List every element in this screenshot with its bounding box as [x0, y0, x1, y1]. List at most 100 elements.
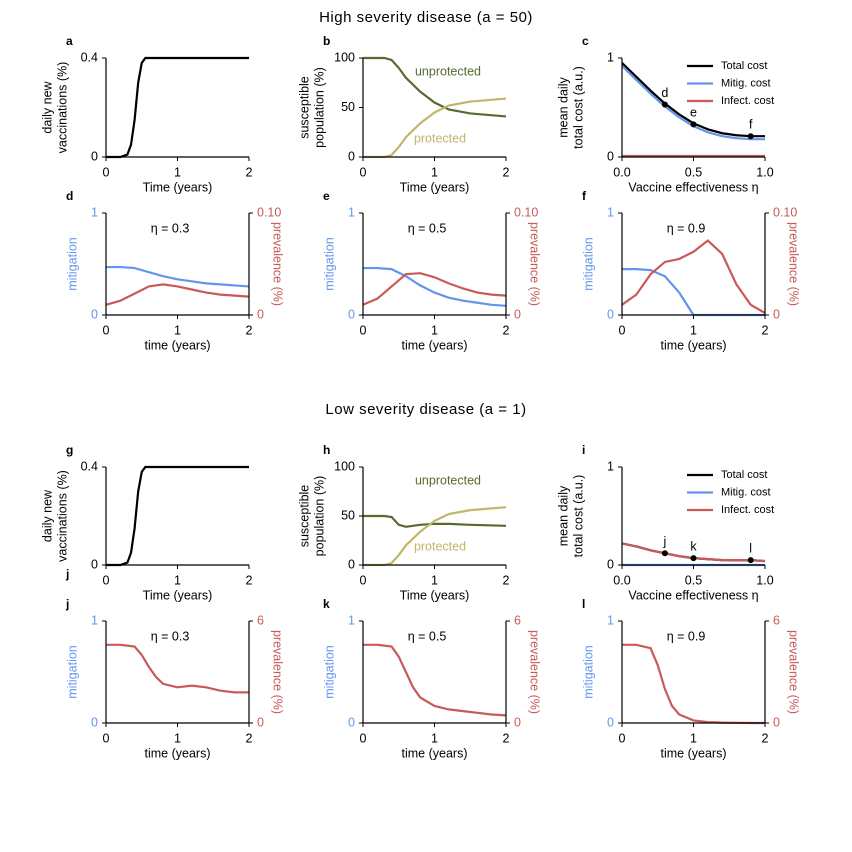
y-axis-label: daily new: [40, 80, 54, 133]
x-tick-label: 1.0: [756, 165, 773, 179]
x-tick-label: 0: [103, 323, 110, 337]
y-axis-label: mitigation: [322, 237, 336, 291]
y-axis-label: total cost (a.u.): [571, 66, 585, 149]
marker-label: e: [690, 106, 697, 120]
x-tick-label: 2: [503, 731, 510, 745]
y-axis-label: mitigation: [581, 645, 595, 699]
y-axis-label: vaccinations (%): [55, 470, 69, 562]
panel-letter: h: [323, 443, 330, 457]
series-line: [363, 506, 507, 567]
x-tick-label: 2: [503, 323, 510, 337]
marker-label: d: [661, 86, 668, 100]
panel-letter: l: [582, 597, 585, 611]
series-line: [622, 268, 765, 317]
y-tick-label: 0: [348, 149, 355, 163]
marker-label: l: [749, 541, 752, 555]
x-tick-label: 0: [103, 731, 110, 745]
y2-tick-label: 0: [773, 715, 780, 729]
annotation: η = 0.3: [151, 221, 190, 235]
y-tick-label: 0: [348, 715, 355, 729]
y-tick-label: 0: [91, 557, 98, 571]
x-tick-label: 0: [360, 731, 367, 745]
y-axis-label: susceptible: [297, 485, 311, 548]
x-tick-label: 0: [103, 573, 110, 587]
marker: [661, 101, 668, 108]
y-axis-label: mitigation: [322, 645, 336, 699]
section-title: High severity disease (a = 50): [319, 9, 533, 26]
x-tick-label: 2: [503, 573, 510, 587]
series-line: [363, 97, 507, 159]
y-tick-label: 1: [607, 205, 614, 219]
y-axis-label: mitigation: [65, 237, 79, 291]
panel-letter: b: [323, 34, 330, 48]
x-axis-label: time (years): [661, 746, 727, 760]
marker-label: k: [690, 539, 697, 553]
y-axis-label: mitigation: [65, 645, 79, 699]
marker: [690, 121, 697, 128]
marker: [747, 133, 754, 140]
y2-tick-label: 0: [257, 715, 264, 729]
legend-label: Mitig. cost: [721, 486, 771, 498]
marker: [661, 550, 668, 557]
y-tick-label: 1: [607, 613, 614, 627]
y-axis-label: mean daily: [556, 485, 570, 546]
x-tick-label: 2: [246, 165, 253, 179]
x-axis-label: time (years): [145, 746, 211, 760]
y-tick-label: 0: [91, 149, 98, 163]
panel-letter: i: [582, 443, 585, 457]
series-line: [106, 643, 249, 694]
series-line: [363, 643, 507, 717]
x-tick-label: 2: [246, 573, 253, 587]
x-axis-label: Time (years): [143, 588, 213, 602]
x-tick-label: 2: [762, 731, 769, 745]
marker-label: f: [749, 118, 753, 132]
x-axis-label: time (years): [402, 746, 468, 760]
panel-letter: c: [582, 34, 589, 48]
y-tick-label: 1: [348, 205, 355, 219]
panel-letter: j: [65, 567, 69, 581]
x-tick-label: 1: [174, 165, 181, 179]
legend-label: Infect. cost: [721, 95, 774, 107]
annotation: η = 0.9: [667, 629, 706, 643]
panel-letter: j: [65, 597, 69, 611]
legend-label: Mitig. cost: [721, 77, 771, 89]
y-tick-label: 0: [348, 557, 355, 571]
series-label: protected: [414, 131, 466, 145]
series-label: protected: [414, 539, 466, 553]
marker-label: j: [663, 535, 667, 549]
series-line: [106, 56, 249, 159]
x-tick-label: 1: [431, 731, 438, 745]
y-axis-label: total cost (a.u.): [571, 475, 585, 558]
x-tick-label: 2: [503, 165, 510, 179]
y-tick-label: 0: [91, 307, 98, 321]
x-tick-label: 0.5: [685, 573, 702, 587]
y2-tick-label: 0: [257, 307, 264, 321]
x-tick-label: 0.5: [685, 165, 702, 179]
y2-axis-label: prevalence (%): [271, 222, 285, 306]
y-tick-label: 50: [341, 508, 355, 522]
y-tick-label: 1: [91, 613, 98, 627]
y2-tick-label: 0.10: [257, 205, 281, 219]
annotation: η = 0.5: [408, 221, 447, 235]
panel-letter: g: [66, 443, 73, 457]
panel-letter: d: [66, 189, 73, 203]
series-line: [363, 56, 507, 118]
y-axis-label: daily new: [40, 489, 54, 542]
y-axis-label: population (%): [312, 476, 326, 557]
y-tick-label: 0: [348, 307, 355, 321]
x-tick-label: 1: [431, 323, 438, 337]
series-line: [106, 265, 250, 288]
y-axis-label: vaccinations (%): [55, 62, 69, 154]
y2-tick-label: 0: [514, 715, 521, 729]
panel-letter: f: [582, 189, 587, 203]
y-tick-label: 0: [607, 715, 614, 729]
annotation: η = 0.3: [151, 629, 190, 643]
series-line: [363, 266, 507, 307]
series-label: unprotected: [415, 473, 481, 487]
series-line: [363, 514, 507, 528]
x-tick-label: 0: [619, 323, 626, 337]
x-tick-label: 0: [360, 573, 367, 587]
series-line: [362, 272, 507, 306]
